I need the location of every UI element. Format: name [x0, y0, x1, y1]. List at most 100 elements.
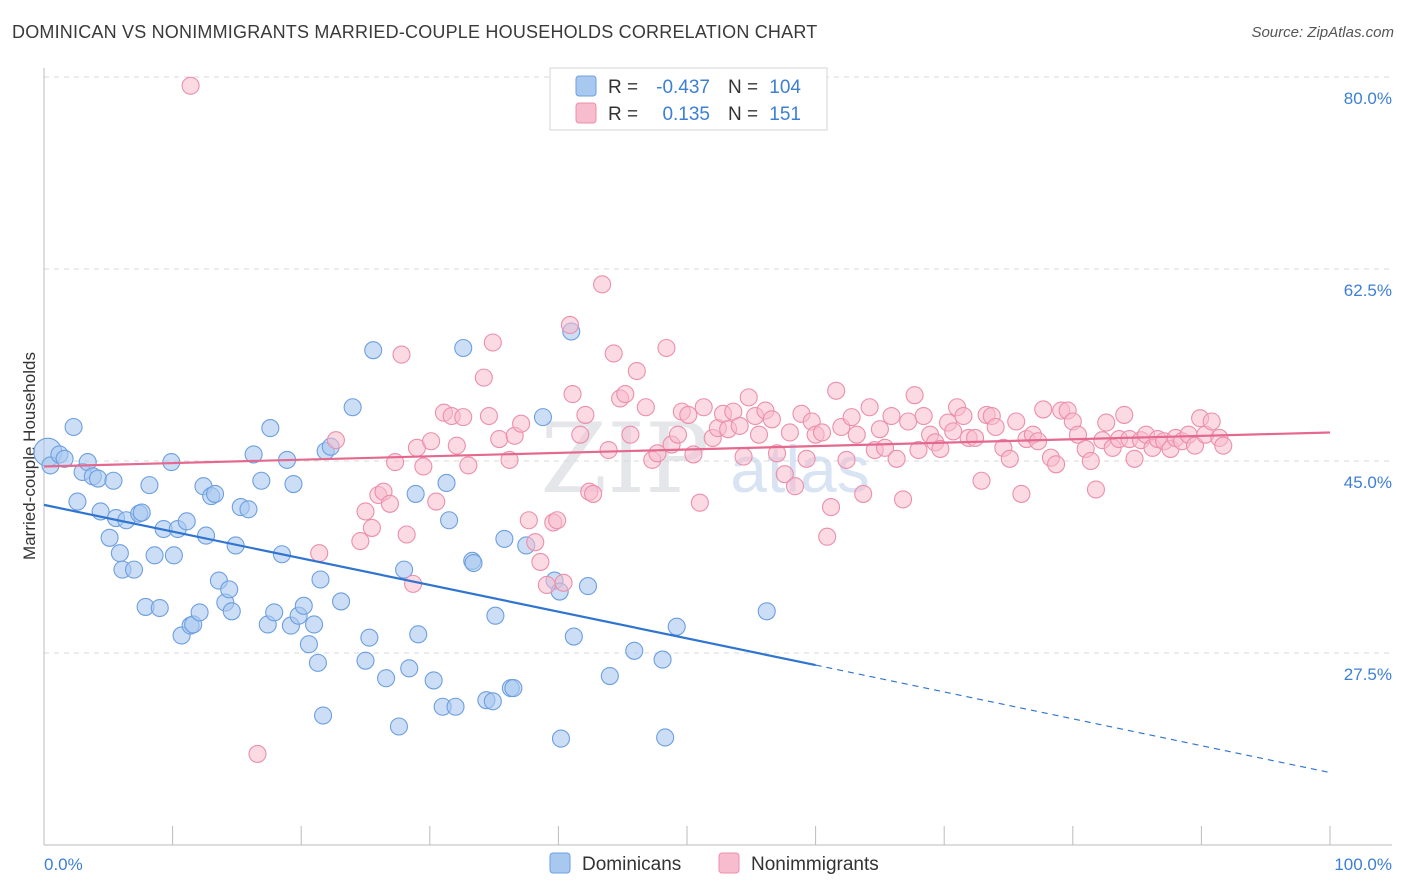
- point-dominicans: [437, 473, 456, 492]
- point-nonimmigrants: [842, 408, 861, 427]
- point-nonimmigrants: [356, 502, 375, 521]
- point-dominicans: [299, 635, 318, 654]
- point-nonimmigrants: [181, 76, 200, 95]
- point-dominicans: [244, 445, 263, 464]
- point-dominicans: [395, 560, 414, 579]
- point-dominicans: [343, 398, 362, 417]
- point-dominicans: [164, 546, 183, 565]
- point-nonimmigrants: [459, 456, 478, 475]
- legend-r-value-nonimmigrants: 0.135: [662, 104, 710, 125]
- point-nonimmigrants: [1034, 400, 1053, 419]
- point-nonimmigrants: [887, 449, 906, 468]
- point-dominicans: [356, 651, 375, 670]
- point-nonimmigrants: [500, 450, 519, 469]
- point-dominicans: [332, 592, 351, 611]
- point-nonimmigrants: [827, 381, 846, 400]
- point-nonimmigrants: [797, 449, 816, 468]
- y-axis-tick-labels: 27.5% 45.0% 62.5% 80.0%: [1344, 89, 1392, 684]
- point-nonimmigrants: [818, 527, 837, 546]
- point-dominicans: [625, 641, 644, 660]
- point-dominicans: [440, 511, 459, 530]
- bottom-legend: Dominicans Nonimmigrants: [549, 852, 879, 875]
- point-nonimmigrants: [526, 533, 545, 552]
- point-dominicans: [220, 580, 239, 599]
- point-nonimmigrants: [837, 450, 856, 469]
- legend-box: R = -0.437 N = 104 R = 0.135 N = 151: [549, 67, 828, 131]
- point-dominicans: [409, 625, 428, 644]
- y-axis-title: Married-couple Households: [20, 352, 39, 560]
- watermark-atlas: atlas: [730, 432, 869, 506]
- point-nonimmigrants: [914, 406, 933, 426]
- y-tick-label: 27.5%: [1344, 665, 1392, 684]
- point-nonimmigrants: [899, 412, 918, 431]
- point-dominicans: [239, 500, 258, 519]
- point-nonimmigrants: [1214, 436, 1233, 455]
- point-nonimmigrants: [1007, 412, 1026, 431]
- point-nonimmigrants: [554, 573, 573, 592]
- legend-r-label-dominicans: R =: [608, 77, 638, 98]
- bottom-legend-label-dominicans: Dominicans: [582, 854, 681, 875]
- point-dominicans: [486, 606, 505, 625]
- point-nonimmigrants: [690, 493, 709, 512]
- point-dominicans: [222, 602, 241, 621]
- point-nonimmigrants: [1097, 413, 1116, 432]
- point-dominicans: [578, 577, 598, 596]
- point-dominicans: [400, 659, 419, 678]
- point-nonimmigrants: [479, 406, 499, 426]
- point-dominicans: [132, 503, 151, 522]
- point-dominicans: [551, 729, 571, 748]
- point-dominicans: [446, 697, 465, 716]
- point-dominicans: [314, 706, 333, 725]
- point-nonimmigrants: [767, 444, 787, 463]
- point-dominicans: [308, 653, 327, 672]
- point-nonimmigrants: [576, 405, 595, 424]
- y-tick-label: 62.5%: [1344, 281, 1392, 300]
- point-nonimmigrants: [1115, 405, 1134, 424]
- point-nonimmigrants: [1202, 412, 1221, 431]
- point-dominicans: [389, 717, 408, 736]
- point-nonimmigrants: [785, 477, 805, 496]
- legend-n-value-nonimmigrants: 151: [769, 104, 801, 125]
- point-nonimmigrants: [730, 416, 749, 435]
- source-credit: Source: ZipAtlas.com: [1251, 24, 1394, 41]
- point-nonimmigrants: [248, 744, 267, 763]
- point-nonimmigrants: [1000, 449, 1019, 468]
- legend-r-value-dominicans: -0.437: [656, 77, 710, 98]
- point-nonimmigrants: [860, 398, 879, 417]
- point-nonimmigrants: [775, 465, 794, 484]
- point-nonimmigrants: [422, 432, 441, 451]
- point-nonimmigrants: [571, 425, 590, 444]
- legend-swatch-dominicans: [575, 75, 597, 97]
- point-nonimmigrants: [604, 344, 623, 363]
- point-nonimmigrants: [762, 410, 781, 429]
- point-dominicans: [667, 617, 686, 636]
- point-nonimmigrants: [404, 574, 423, 593]
- point-dominicans: [600, 666, 619, 686]
- point-nonimmigrants: [519, 511, 538, 530]
- point-nonimmigrants: [627, 361, 646, 381]
- point-nonimmigrants: [621, 425, 640, 444]
- legend-n-value-dominicans: 104: [769, 77, 801, 98]
- point-nonimmigrants: [454, 408, 473, 427]
- point-nonimmigrants: [548, 511, 567, 530]
- point-dominicans: [88, 469, 108, 488]
- point-dominicans: [150, 598, 169, 618]
- point-nonimmigrants: [560, 315, 580, 335]
- point-dominicans: [124, 560, 144, 579]
- point-nonimmigrants: [893, 490, 913, 509]
- point-nonimmigrants: [854, 484, 873, 503]
- point-nonimmigrants: [584, 484, 603, 503]
- point-nonimmigrants: [1047, 455, 1066, 474]
- point-dominicans: [196, 526, 216, 545]
- point-dominicans: [110, 544, 129, 563]
- point-nonimmigrants: [1086, 480, 1105, 499]
- point-nonimmigrants: [1012, 484, 1031, 503]
- point-nonimmigrants: [966, 428, 985, 448]
- point-nonimmigrants: [563, 385, 582, 404]
- point-nonimmigrants: [351, 532, 370, 551]
- point-nonimmigrants: [392, 345, 411, 364]
- point-dominicans: [377, 669, 396, 688]
- point-nonimmigrants: [599, 440, 618, 460]
- point-dominicans: [284, 474, 303, 494]
